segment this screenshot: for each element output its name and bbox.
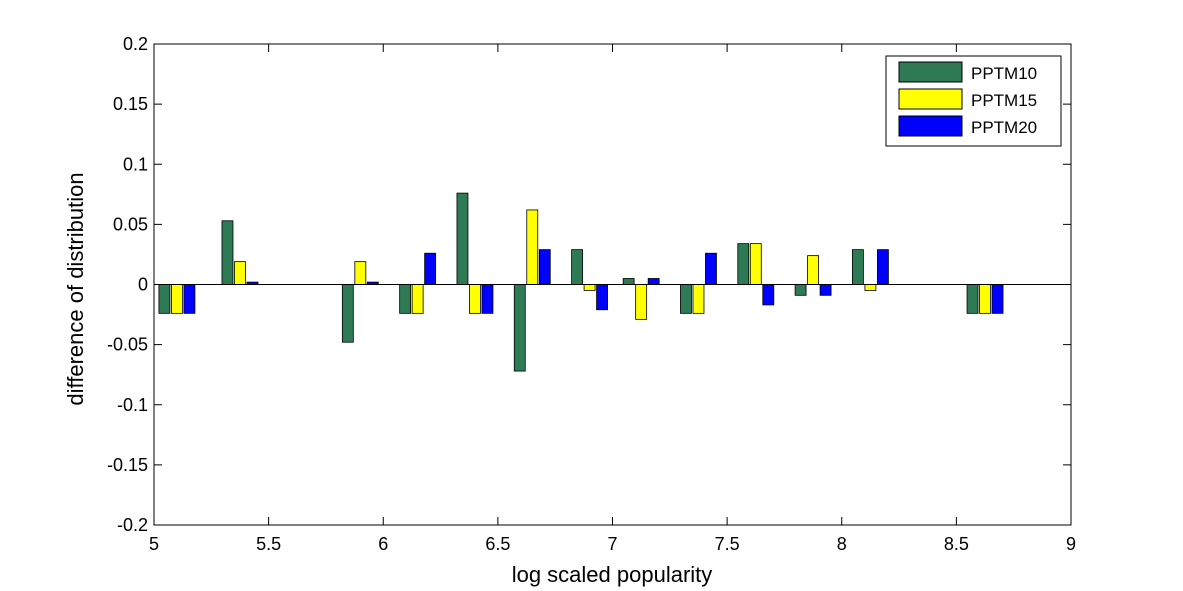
bar-pptm20-9 xyxy=(762,284,775,306)
x-tick-label-5: 7.5 xyxy=(715,534,740,554)
x-tick-label-4: 7 xyxy=(607,534,617,554)
bar-pptm20-11 xyxy=(877,249,889,285)
bar-pptm15-10 xyxy=(807,255,819,285)
bar-pptm15-6 xyxy=(583,284,596,291)
x-axis-ticks: 5 5.5 6 6.5 7 7.5 8 8.5 9 xyxy=(149,44,1076,554)
bar-pptm20-6 xyxy=(596,284,608,311)
y-tick-label-5: -0.05 xyxy=(107,335,148,355)
x-tick-label-1: 5.5 xyxy=(256,534,281,554)
bar-pptm20-10 xyxy=(819,284,832,296)
bar-pptm10-8 xyxy=(680,284,692,314)
bar-pptm20-12 xyxy=(991,284,1004,314)
bar-pptm10-11 xyxy=(852,249,864,285)
x-tick-label-0: 5 xyxy=(149,534,159,554)
bar-pptm10-3 xyxy=(399,284,412,314)
bar-pptm10-7 xyxy=(622,278,635,285)
bar-pptm10-10 xyxy=(794,284,807,296)
bar-pptm20-8 xyxy=(705,252,717,285)
bar-pptm15-7 xyxy=(635,284,648,320)
bar-pptm15-2 xyxy=(354,261,367,285)
bar-pptm10-1 xyxy=(221,220,234,285)
y-axis-label: difference of distribution xyxy=(63,172,88,405)
x-tick-label-3: 6.5 xyxy=(485,534,510,554)
legend-swatch-pptm20 xyxy=(898,115,963,137)
legend: PPTM10 PPTM15 PPTM20 xyxy=(885,55,1062,147)
bar-pptm15-11 xyxy=(864,284,877,291)
y-tick-label-7: -0.15 xyxy=(107,455,148,475)
y-tick-label-0: 0.2 xyxy=(123,34,148,54)
y-tick-label-3: 0.05 xyxy=(113,214,148,234)
x-axis-label: log scaled popularity xyxy=(512,562,713,587)
legend-swatch-pptm15 xyxy=(898,88,963,110)
bar-pptm20-0 xyxy=(183,284,196,314)
y-tick-label-2: 0.1 xyxy=(123,154,148,174)
bar-pptm20-4 xyxy=(481,284,494,314)
y-tick-label-1: 0.15 xyxy=(113,94,148,114)
bar-pptm10-2 xyxy=(341,284,354,343)
y-tick-label-4: 0 xyxy=(138,275,148,295)
bar-pptm20-5 xyxy=(538,249,551,285)
bar-pptm10-12 xyxy=(966,284,979,314)
bar-pptm10-6 xyxy=(571,249,583,285)
y-tick-label-6: -0.1 xyxy=(117,395,148,415)
bar-pptm10-9 xyxy=(737,243,750,285)
bar-pptm20-7 xyxy=(647,278,660,285)
bar-pptm10-0 xyxy=(158,284,171,314)
y-axis-ticks: 0.2 0.15 0.1 0.05 0 -0.05 -0.1 -0.15 -0.2 xyxy=(107,34,1071,535)
legend-swatch-pptm10 xyxy=(898,61,963,83)
bar-pptm15-3 xyxy=(411,284,424,314)
bar-pptm10-4 xyxy=(456,192,469,285)
x-tick-label-2: 6 xyxy=(378,534,388,554)
x-tick-label-6: 8 xyxy=(837,534,847,554)
x-tick-label-8: 9 xyxy=(1066,534,1076,554)
bar-pptm15-8 xyxy=(692,284,705,314)
bars-group xyxy=(158,192,1004,372)
bar-pptm15-9 xyxy=(749,243,762,285)
bar-pptm20-3 xyxy=(424,252,437,285)
legend-label-pptm10: PPTM10 xyxy=(971,64,1037,83)
y-tick-label-8: -0.2 xyxy=(117,515,148,535)
bar-pptm15-4 xyxy=(469,284,481,314)
bar-pptm15-1 xyxy=(234,261,246,285)
bar-pptm15-12 xyxy=(979,284,991,314)
bar-pptm10-5 xyxy=(513,284,526,372)
x-tick-label-7: 8.5 xyxy=(944,534,969,554)
legend-label-pptm15: PPTM15 xyxy=(971,91,1037,110)
bar-pptm15-5 xyxy=(526,209,539,285)
bar-pptm15-0 xyxy=(171,284,183,314)
legend-label-pptm20: PPTM20 xyxy=(971,118,1037,137)
